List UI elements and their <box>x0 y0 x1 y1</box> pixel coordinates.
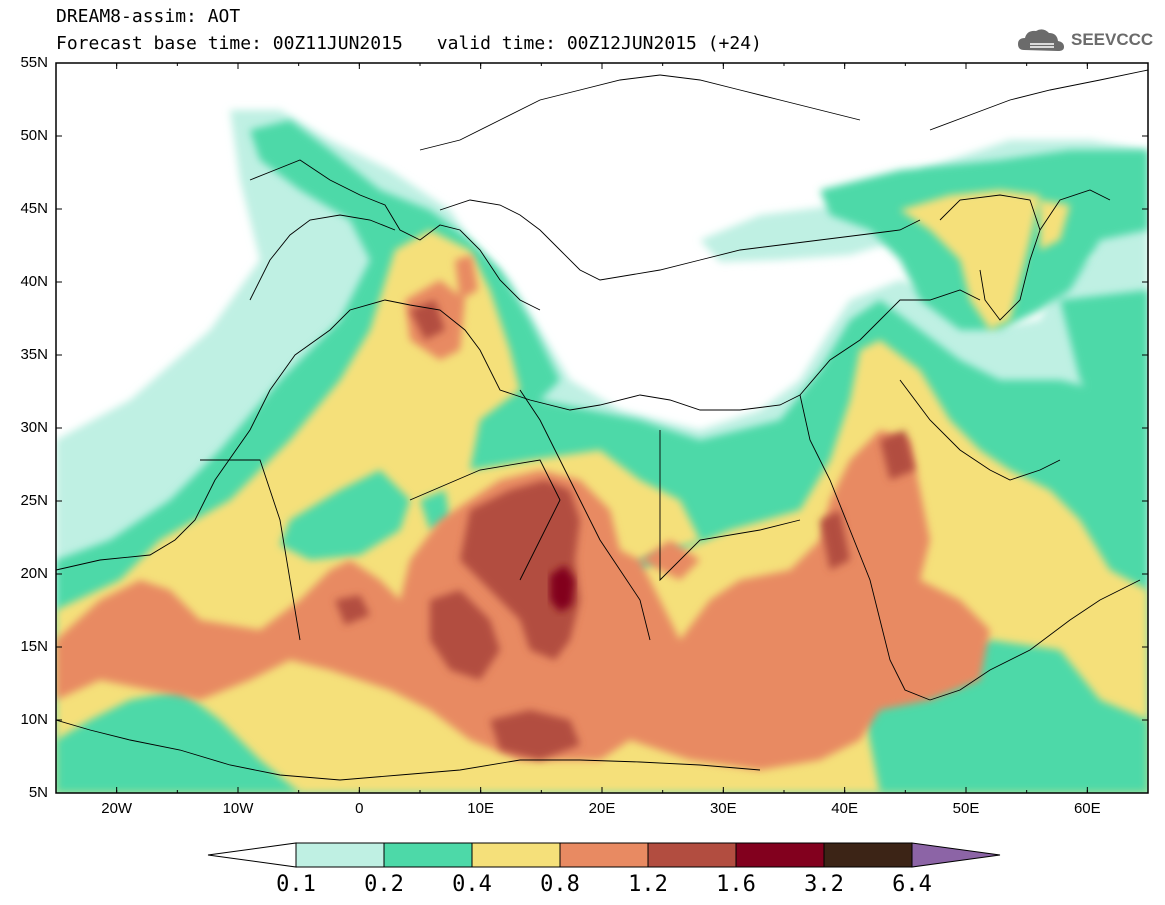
lat-label: 55N <box>20 54 48 71</box>
colorbar-segment <box>383 842 473 868</box>
colorbar-segment <box>295 842 385 868</box>
lat-label: 50N <box>20 127 48 144</box>
lon-label: 40E <box>831 800 858 817</box>
forecast-times: Forecast base time: 00Z11JUN2015 valid ti… <box>56 33 762 54</box>
lat-label: 30N <box>20 419 48 436</box>
lat-label: 20N <box>20 565 48 582</box>
lat-label: 40N <box>20 273 48 290</box>
colorbar-segment <box>823 842 913 868</box>
colorbar-level-label: 0.1 <box>276 872 316 897</box>
colorbar-level-label: 0.2 <box>364 872 404 897</box>
lon-label: 10E <box>467 800 494 817</box>
colorbar-level-label: 3.2 <box>804 872 844 897</box>
lat-label: 10N <box>20 711 48 728</box>
lon-label: 20E <box>588 800 616 817</box>
colorbar <box>207 842 1001 868</box>
lon-label: 50E <box>952 800 980 817</box>
coastlines <box>56 69 1148 781</box>
cloud-icon <box>1018 29 1064 51</box>
lat-label: 5N <box>28 784 48 801</box>
lon-label: 0 <box>355 800 364 817</box>
logo-text: SEEVCCC <box>1071 30 1154 49</box>
lon-label: 30E <box>709 800 737 817</box>
lat-label: 35N <box>20 346 48 363</box>
aot-field <box>56 63 1148 793</box>
lat-label: 25N <box>20 492 48 509</box>
colorbar-segment <box>559 842 649 868</box>
colorbar-level-label: 1.6 <box>716 872 756 897</box>
lon-label: 10W <box>222 800 254 817</box>
lat-label: 45N <box>20 200 48 217</box>
colorbar-segment <box>735 842 825 868</box>
colorbar-level-label: 0.4 <box>452 872 492 897</box>
colorbar-level-label: 6.4 <box>892 872 932 897</box>
colorbar-under-triangle <box>207 842 297 868</box>
colorbar-segment <box>471 842 561 868</box>
base-time: Forecast base time: 00Z11JUN2015 <box>56 33 403 54</box>
map-title: DREAM8-assim: AOT <box>56 6 241 27</box>
colorbar-level-label: 1.2 <box>628 872 668 897</box>
lat-label: 15N <box>20 638 48 655</box>
valid-time: valid time: 00Z12JUN2015 (+24) <box>436 33 762 54</box>
axis-ticks <box>55 62 1149 794</box>
seevccc-logo <box>1018 29 1064 51</box>
colorbar-segment <box>647 842 737 868</box>
lon-label: 20W <box>101 800 133 817</box>
colorbar-over-triangle <box>911 842 1001 868</box>
lon-label: 60E <box>1073 800 1101 817</box>
colorbar-level-label: 0.8 <box>540 872 580 897</box>
